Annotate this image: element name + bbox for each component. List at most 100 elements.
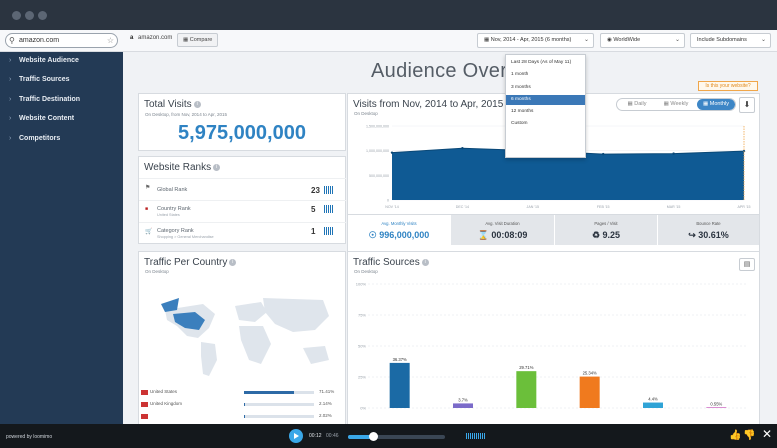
app-content: ⚲ amazon.com ☆ a amazon.com ▦ Compare ▦ …: [0, 30, 777, 424]
y-tick-label: 500,000,000: [369, 174, 389, 178]
total-visits-value: 5,975,000,000: [178, 122, 306, 144]
metric-avg-monthly-visits: Avg. Monthly Visits ☉ 996,000,000: [348, 215, 450, 245]
y-tick-label: 0%: [360, 406, 366, 411]
window-titlebar: [0, 0, 777, 30]
subdomains-value: Include Subdomains: [697, 37, 747, 43]
total-visits-title: Total Visits i: [144, 99, 201, 110]
y-tick-label: 75%: [358, 313, 366, 318]
is-this-your-website-link[interactable]: Is this your website?: [698, 81, 758, 91]
sidebar-item-traffic-sources[interactable]: › Traffic Sources: [0, 71, 123, 89]
bar-value-label: 29.71%: [519, 365, 533, 370]
traffic-country-subtitle: On Desktop: [145, 269, 169, 274]
traffic-sources-card: Traffic Sources i On Desktop ▤ 100% 75% 50%…: [347, 251, 760, 424]
image-export-button[interactable]: ▤: [739, 258, 755, 271]
info-icon[interactable]: i: [213, 163, 221, 171]
date-option-3-months[interactable]: 3 months: [511, 85, 531, 90]
sidebar-item-traffic-destination[interactable]: › Traffic Destination: [0, 91, 123, 109]
region-value: WorldWide: [613, 37, 641, 43]
tab-label: Daily: [634, 101, 647, 107]
info-icon[interactable]: i: [229, 258, 237, 266]
close-icon[interactable]: ✕: [762, 427, 773, 441]
info-icon[interactable]: i: [193, 100, 201, 108]
thumbs-down-icon[interactable]: 👎: [743, 430, 756, 441]
compare-button[interactable]: ▦ Compare: [177, 33, 219, 47]
rank-label: Country Rank: [157, 206, 191, 212]
rank-sub: Shopping > General Merchandise: [157, 235, 214, 239]
play-button[interactable]: [289, 429, 303, 443]
map-asia-region: [263, 298, 329, 332]
bar-display-ads: [706, 407, 727, 408]
progress-knob[interactable]: [369, 432, 379, 441]
metric-bounce-rate: Bounce Rate ↪ 30.61%: [658, 215, 759, 245]
country-bar-track: [244, 415, 314, 418]
bar-mail: [453, 403, 473, 408]
country-pct: 71.41%: [319, 389, 335, 394]
sidebar-item-competitors[interactable]: › Competitors: [0, 130, 123, 148]
country-row[interactable]: 2.02%: [139, 412, 345, 422]
country-bar-fill: [244, 403, 246, 406]
country-flag-icon: [141, 390, 148, 395]
country-pct: 2.02%: [319, 413, 332, 418]
thumbs-up-icon[interactable]: 👍: [729, 430, 742, 441]
region-dropdown[interactable]: ◉ WorldWide ⌄: [600, 33, 685, 48]
website-ranks-title: Website Ranks i: [144, 162, 221, 173]
us-flag-icon: ■: [145, 206, 149, 212]
tab-daily[interactable]: ▦ Daily: [619, 99, 655, 110]
granularity-tabs: ▦ Daily ▦ Weekly ▦ Monthly: [616, 98, 736, 111]
tab-weekly[interactable]: ▦ Weekly: [657, 99, 695, 110]
info-icon[interactable]: i: [421, 258, 429, 266]
calendar-icon: ▦: [663, 101, 669, 107]
country-row[interactable]: United Kingdom 2.14%: [139, 400, 345, 410]
date-option-12-months[interactable]: 12 months: [511, 109, 534, 114]
top-toolbar: ⚲ amazon.com ☆ a amazon.com ▦ Compare ▦ …: [0, 30, 777, 52]
download-button[interactable]: ⬇: [739, 97, 755, 113]
visits-chart-title: Visits from Nov, 2014 to Apr, 2015: [353, 99, 504, 110]
map-south-america-region: [201, 342, 217, 376]
rank-chart-icon[interactable]: [324, 227, 334, 235]
date-range-dropdown[interactable]: ▦ Nov, 2014 - Apr, 2015 (6 months) ⌄: [477, 33, 594, 48]
map-united-states-region: [173, 312, 205, 330]
date-option-6-months[interactable]: 6 months: [506, 95, 585, 105]
rank-label: Global Rank: [157, 187, 188, 193]
country-pct: 2.14%: [319, 401, 332, 406]
star-icon[interactable]: ☆: [106, 36, 114, 45]
date-option-1-month[interactable]: 1 month: [511, 72, 529, 77]
sidebar-item-website-content[interactable]: › Website Content: [0, 110, 123, 128]
window-minimize-dot[interactable]: [25, 11, 34, 20]
calendar-icon: ▦: [703, 101, 709, 107]
search-value: amazon.com: [19, 37, 60, 44]
bar-value-label: 25.34%: [583, 371, 597, 376]
search-icon: ⚲: [9, 36, 15, 45]
pages-icon: ♻: [591, 230, 603, 240]
video-player-bar: powered by loomimo 00:12 00:46 👍 👎 ✕: [0, 424, 777, 448]
bar-referrals: [516, 371, 537, 408]
rank-value: 23: [311, 186, 320, 195]
date-option-custom[interactable]: Custom: [511, 121, 528, 126]
traffic-per-country-card: Traffic Per Country i On Desktop United S…: [138, 251, 346, 424]
total-visits-subtitle: On Desktop, from Nov, 2014 to Apr, 2015: [145, 112, 227, 117]
website-ranks-card: Website Ranks i ⚑ Global Rank 23 ■ Countr…: [138, 156, 346, 244]
sidebar-item-website-audience[interactable]: › Website Audience: [0, 52, 123, 70]
window-close-dot[interactable]: [12, 11, 21, 20]
y-tick-label: 1,500,000,000: [366, 125, 389, 129]
progress-scrubber[interactable]: [348, 432, 445, 441]
chevron-right-icon: ›: [9, 135, 12, 142]
date-option-last-28-days[interactable]: Last 28 Days (As of May 11): [511, 60, 572, 65]
rank-chart-icon[interactable]: [324, 186, 334, 194]
rank-value: 5: [311, 205, 316, 214]
x-tick-label: JAN '15: [527, 205, 539, 209]
tab-monthly[interactable]: ▦ Monthly: [697, 99, 735, 110]
rank-chart-icon[interactable]: [324, 205, 334, 213]
world-map[interactable]: [143, 282, 343, 382]
y-tick-label: 0: [387, 199, 389, 203]
x-tick-label: FEB '15: [597, 205, 610, 209]
search-input[interactable]: ⚲ amazon.com ☆: [5, 33, 118, 48]
map-europe-region: [235, 302, 267, 322]
country-row[interactable]: United States 71.41%: [139, 388, 345, 398]
window-zoom-dot[interactable]: [38, 11, 47, 20]
volume-level-icon[interactable]: [466, 433, 486, 439]
compare-icon: ▦: [183, 37, 189, 43]
metric-label: Avg. Visit Duration: [485, 221, 520, 226]
subdomains-dropdown[interactable]: Include Subdomains ⌄: [690, 33, 771, 48]
bounce-icon: ↪: [688, 230, 699, 240]
